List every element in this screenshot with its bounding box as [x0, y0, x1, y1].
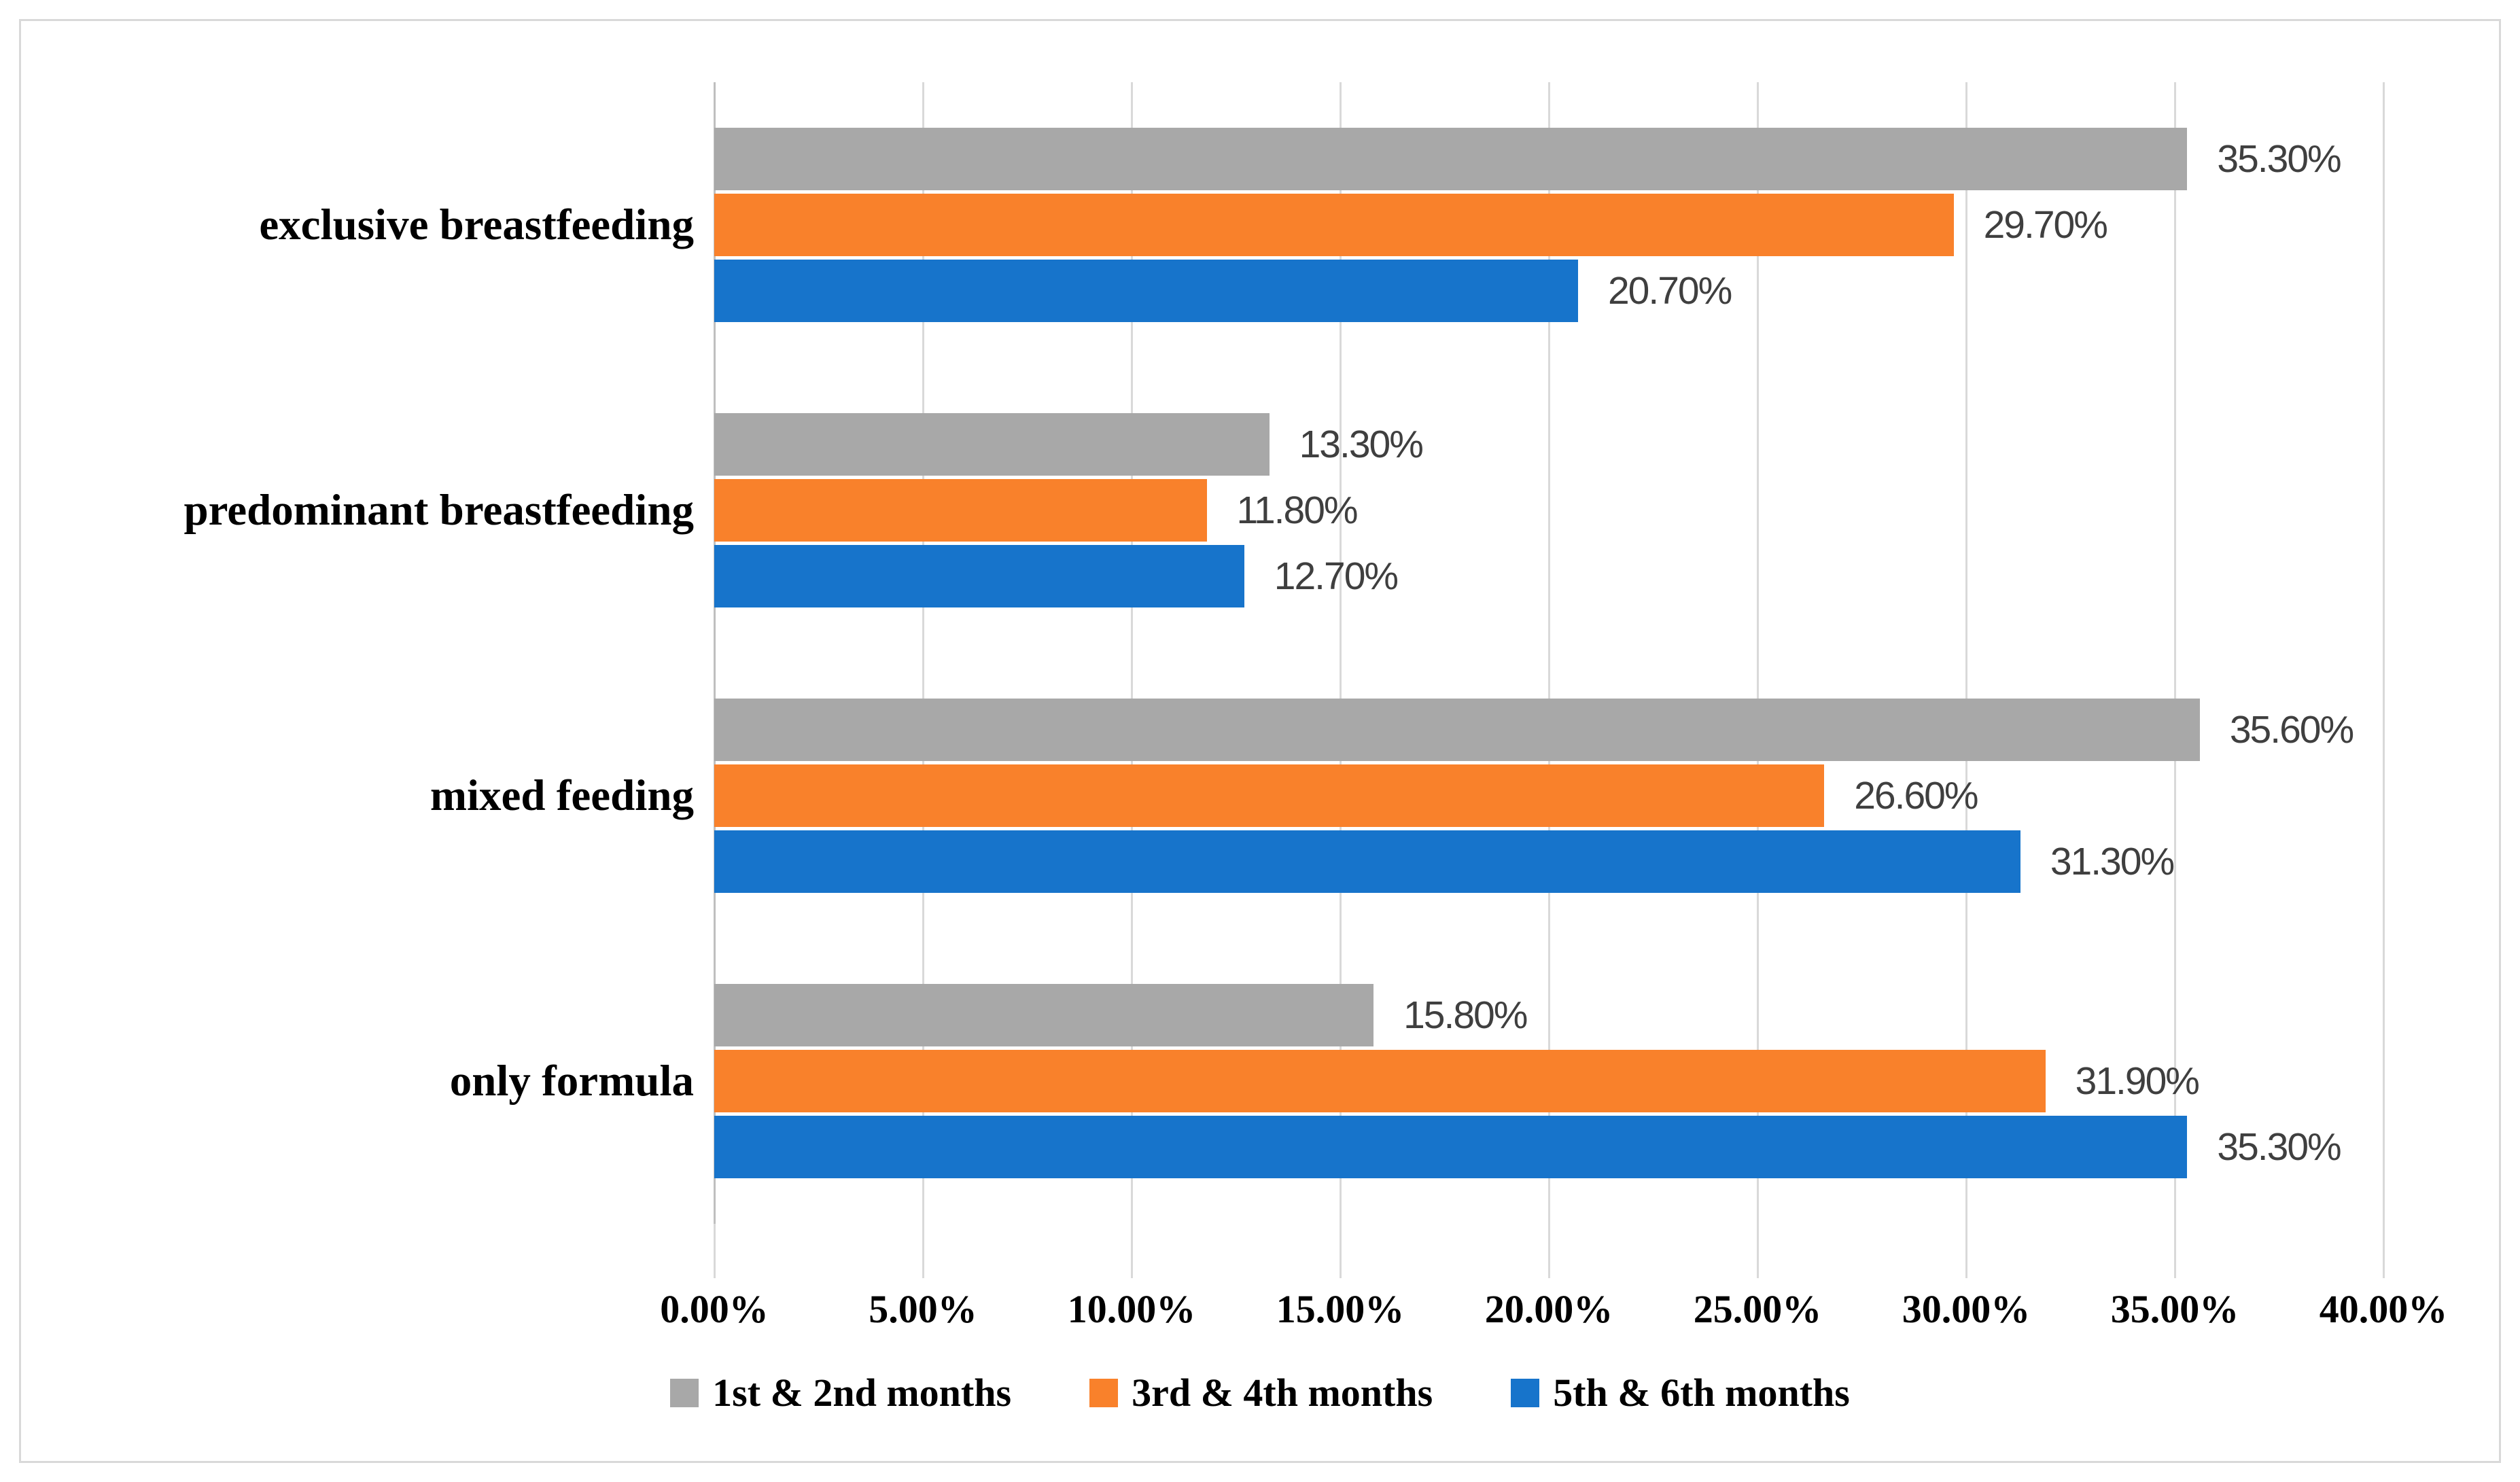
- legend-label: 5th & 6th months: [1553, 1371, 1850, 1415]
- legend-swatch: [670, 1378, 699, 1407]
- bar-fill: [714, 545, 1244, 607]
- plot-area: 0.00% 5.00% 10.00% 15.00% 20.00% 25.00% 30.00%…: [183, 82, 2447, 1331]
- category-label: predominant breastfeeding: [183, 486, 694, 535]
- x-tick-label: 5.00%: [869, 1287, 977, 1331]
- legend-item: 5th & 6th months: [1511, 1370, 1850, 1415]
- category-label: exclusive breastfeeding: [259, 200, 694, 249]
- bar-fill: [714, 1116, 2188, 1178]
- gridline: [1757, 82, 1759, 1224]
- bar: 20.70%: [714, 260, 1732, 322]
- bar: 31.90%: [714, 1050, 2200, 1112]
- bar-value-label: 15.80%: [1403, 993, 1528, 1037]
- bar-fill: [714, 984, 1374, 1046]
- x-tick-label: 0.00%: [660, 1287, 769, 1331]
- bar-fill: [714, 764, 1825, 827]
- bar-fill: [714, 194, 1954, 256]
- gridline: [1131, 82, 1133, 1224]
- gridline: [1340, 82, 1342, 1224]
- legend-swatch: [1089, 1378, 1119, 1407]
- bar-fill: [714, 128, 2188, 190]
- x-tick-label: 10.00%: [1067, 1287, 1196, 1331]
- bar: 31.30%: [714, 830, 2175, 893]
- bar: 26.60%: [714, 764, 1979, 827]
- bar: 11.80%: [714, 479, 1359, 542]
- category-label: only formula: [449, 1057, 694, 1106]
- bar: 13.30%: [714, 413, 1424, 476]
- bar-value-label: 29.70%: [1983, 203, 2108, 247]
- x-tick-label: 30.00%: [1902, 1287, 2031, 1331]
- legend-item: 1st & 2nd months: [670, 1370, 1011, 1415]
- x-tick-label: 35.00%: [2110, 1287, 2239, 1331]
- bar-value-label: 31.30%: [2050, 840, 2175, 883]
- gridline: [2174, 82, 2176, 1224]
- x-axis-tick-mark: [714, 1224, 716, 1278]
- bar-fill: [714, 699, 2200, 761]
- bar: 35.30%: [714, 1116, 2342, 1178]
- bar: 29.70%: [714, 194, 2108, 256]
- bar: 35.30%: [714, 128, 2342, 190]
- x-tick-label: 40.00%: [2319, 1287, 2448, 1331]
- bar-value-label: 20.70%: [1607, 269, 1732, 313]
- bar-value-label: 11.80%: [1236, 489, 1359, 532]
- bar-fill: [714, 413, 1270, 476]
- bar-fill: [714, 260, 1578, 322]
- bar-value-label: 13.30%: [1299, 423, 1424, 466]
- y-axis-line: [714, 82, 716, 1224]
- x-tick-label: 20.00%: [1484, 1287, 1613, 1331]
- bar-value-label: 12.70%: [1274, 554, 1399, 598]
- bar: 35.60%: [714, 699, 2354, 761]
- bar-value-label: 35.60%: [2229, 708, 2354, 752]
- gridline: [1548, 82, 1550, 1224]
- x-axis-tick-mark: [1340, 1224, 1342, 1278]
- bar-value-label: 26.60%: [1854, 774, 1978, 817]
- x-tick-label: 25.00%: [1693, 1287, 1822, 1331]
- bar-fill: [714, 1050, 2046, 1112]
- x-axis-tick-mark: [1757, 1224, 1759, 1278]
- bar-value-label: 35.30%: [2217, 137, 2341, 181]
- gridline: [2383, 82, 2385, 1224]
- x-axis-tick-mark: [1131, 1224, 1133, 1278]
- chart-frame: 0.00% 5.00% 10.00% 15.00% 20.00% 25.00% 30.00%…: [19, 19, 2501, 1463]
- x-tick-label: 15.00%: [1276, 1287, 1405, 1331]
- legend-label: 3rd & 4th months: [1132, 1371, 1433, 1415]
- bar-fill: [714, 479, 1207, 542]
- bar-value-label: 31.90%: [2075, 1059, 2200, 1103]
- bar-value-label: 35.30%: [2217, 1125, 2341, 1169]
- x-axis-tick-mark: [1548, 1224, 1550, 1278]
- x-axis-tick-mark: [922, 1224, 924, 1278]
- category-label: mixed feeding: [430, 771, 694, 820]
- x-axis-tick-mark: [2174, 1224, 2176, 1278]
- bar-fill: [714, 830, 2020, 893]
- legend-item: 3rd & 4th months: [1089, 1370, 1433, 1415]
- legend: 1st & 2nd months 3rd & 4th months 5th & 6t…: [21, 1370, 2499, 1415]
- x-axis-tick-mark: [1965, 1224, 1967, 1278]
- legend-label: 1st & 2nd months: [712, 1371, 1012, 1415]
- gridline: [922, 82, 924, 1224]
- x-axis-tick-mark: [2383, 1224, 2385, 1278]
- legend-swatch: [1511, 1378, 1540, 1407]
- bar: 15.80%: [714, 984, 1528, 1046]
- gridline: [1965, 82, 1967, 1224]
- bar: 12.70%: [714, 545, 1399, 607]
